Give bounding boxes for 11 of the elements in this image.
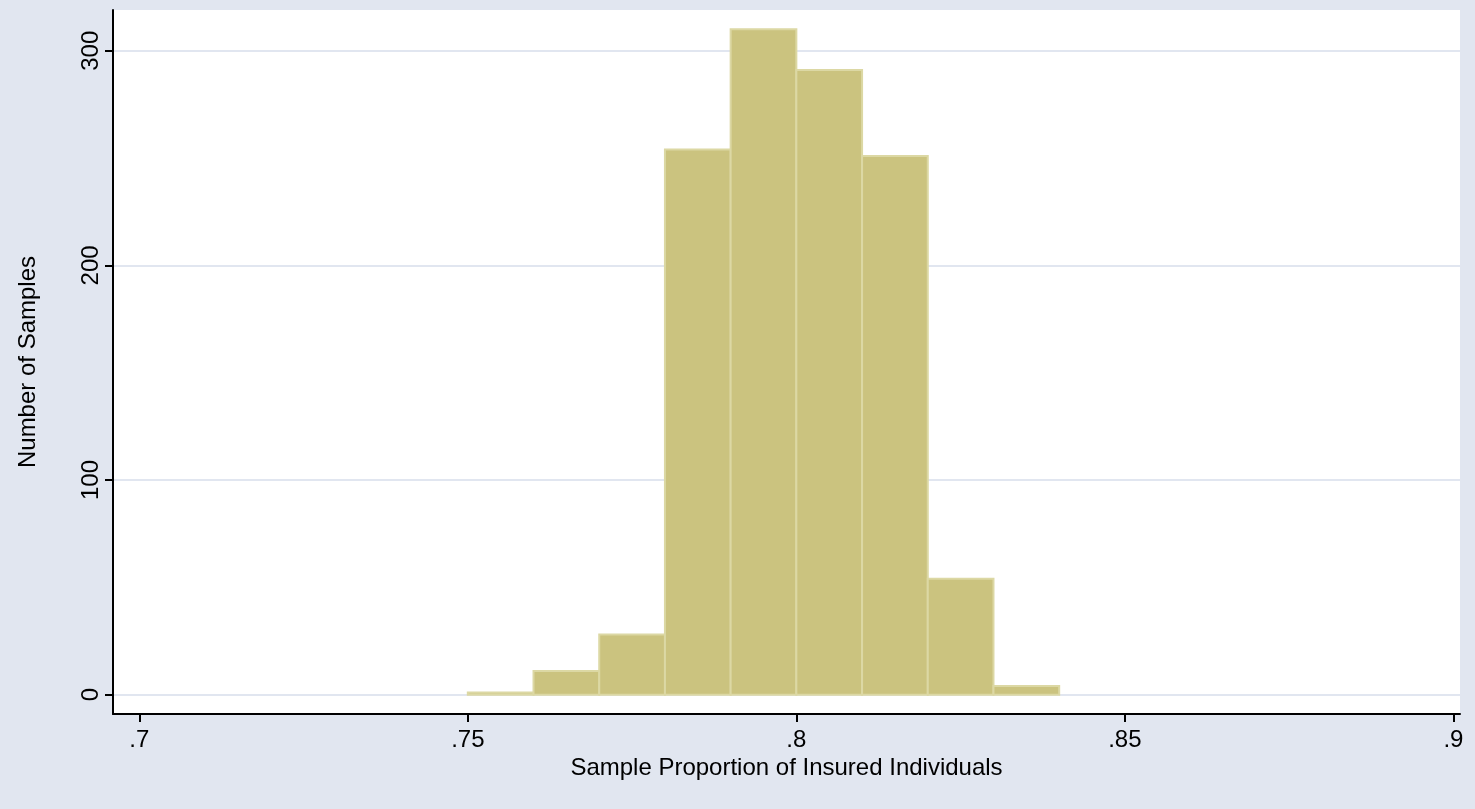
y-tick-label: 200	[75, 245, 103, 286]
x-tick-label: .75	[451, 724, 485, 752]
y-tick-label: 100	[75, 460, 103, 501]
x-tick-label: .9	[1443, 724, 1464, 752]
y-axis-title: Number of Samples	[12, 255, 40, 469]
x-tick-label: .7	[129, 724, 150, 752]
x-axis-title: Sample Proportion of Insured Individuals	[570, 753, 1003, 781]
y-tick-label: 0	[75, 688, 103, 702]
x-tick-label: .85	[1108, 724, 1142, 752]
x-tick-label: .8	[786, 724, 807, 752]
y-tick-label: 300	[75, 30, 103, 71]
